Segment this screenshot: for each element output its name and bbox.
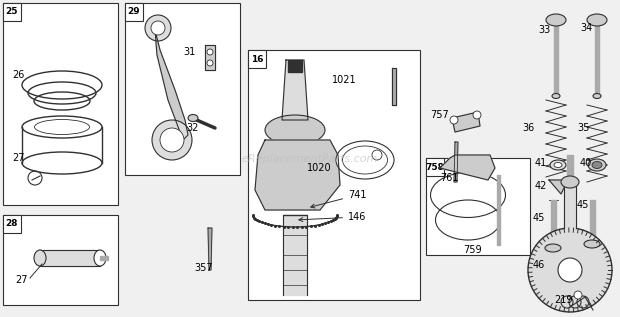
Circle shape (152, 120, 192, 160)
Polygon shape (564, 185, 576, 228)
Polygon shape (595, 25, 599, 95)
Text: 36: 36 (523, 123, 535, 133)
Text: 46: 46 (533, 260, 545, 270)
Bar (3, 3, 118, 205)
Text: 27: 27 (12, 153, 25, 163)
Bar (248, 50, 420, 300)
Ellipse shape (550, 160, 566, 170)
Text: 31: 31 (184, 47, 196, 57)
Ellipse shape (545, 244, 561, 252)
Text: 1020: 1020 (308, 163, 332, 173)
Ellipse shape (188, 114, 198, 121)
Text: 757: 757 (430, 110, 449, 120)
Polygon shape (255, 140, 340, 210)
Text: 34: 34 (580, 23, 592, 33)
Text: 146: 146 (299, 212, 366, 222)
Text: 357: 357 (194, 263, 213, 273)
Bar (3, 3, 21, 21)
Circle shape (528, 228, 612, 312)
Ellipse shape (584, 240, 600, 248)
Circle shape (372, 150, 382, 160)
Text: 28: 28 (6, 219, 18, 229)
Text: 32: 32 (186, 123, 198, 133)
Text: 741: 741 (311, 190, 366, 208)
Text: 33: 33 (538, 25, 551, 35)
Ellipse shape (265, 115, 325, 145)
Circle shape (558, 258, 582, 282)
Polygon shape (288, 60, 302, 72)
Ellipse shape (554, 163, 562, 167)
Text: 758: 758 (425, 163, 445, 171)
Text: 219: 219 (554, 295, 572, 305)
Polygon shape (40, 250, 100, 266)
Text: 41: 41 (535, 158, 547, 168)
Bar (125, 3, 143, 21)
Circle shape (207, 60, 213, 66)
Ellipse shape (561, 176, 579, 188)
Circle shape (574, 291, 582, 299)
Polygon shape (497, 175, 500, 245)
Text: 1021: 1021 (332, 75, 356, 85)
Ellipse shape (22, 116, 102, 138)
Text: 16: 16 (250, 55, 264, 63)
Polygon shape (283, 215, 307, 295)
Text: 27: 27 (16, 275, 28, 285)
Polygon shape (590, 200, 595, 240)
Ellipse shape (34, 250, 46, 266)
Polygon shape (155, 30, 188, 140)
Text: 759: 759 (463, 245, 482, 255)
Text: 29: 29 (128, 8, 140, 16)
Polygon shape (282, 60, 308, 120)
Polygon shape (567, 155, 573, 175)
Bar (426, 158, 444, 176)
Circle shape (151, 21, 165, 35)
Ellipse shape (94, 250, 106, 266)
Polygon shape (100, 256, 108, 260)
Circle shape (207, 49, 213, 55)
Bar (3, 215, 21, 233)
Ellipse shape (552, 94, 560, 99)
Polygon shape (454, 142, 458, 182)
Bar (125, 3, 240, 175)
Polygon shape (392, 68, 396, 105)
Circle shape (450, 116, 458, 124)
Polygon shape (554, 25, 558, 95)
Text: 45: 45 (533, 213, 546, 223)
Polygon shape (440, 155, 495, 180)
Bar (426, 158, 530, 255)
Ellipse shape (592, 161, 602, 169)
Polygon shape (205, 45, 215, 70)
Ellipse shape (587, 14, 607, 26)
Polygon shape (452, 112, 480, 132)
Circle shape (473, 111, 481, 119)
Polygon shape (551, 200, 556, 245)
Ellipse shape (546, 14, 566, 26)
Ellipse shape (593, 94, 601, 99)
Bar (248, 50, 266, 68)
Ellipse shape (588, 159, 606, 171)
Text: 40: 40 (580, 158, 592, 168)
Text: 35: 35 (577, 123, 590, 133)
Text: 25: 25 (6, 8, 18, 16)
Circle shape (145, 15, 171, 41)
Ellipse shape (336, 141, 394, 179)
Polygon shape (549, 180, 568, 194)
Text: eReplacementParts.com: eReplacementParts.com (242, 153, 378, 164)
Text: 45: 45 (577, 200, 590, 210)
Bar (3, 215, 118, 305)
Polygon shape (208, 228, 212, 270)
Text: 761: 761 (440, 173, 459, 183)
Circle shape (160, 128, 184, 152)
Text: 42: 42 (535, 181, 547, 191)
Text: 26: 26 (12, 70, 24, 80)
